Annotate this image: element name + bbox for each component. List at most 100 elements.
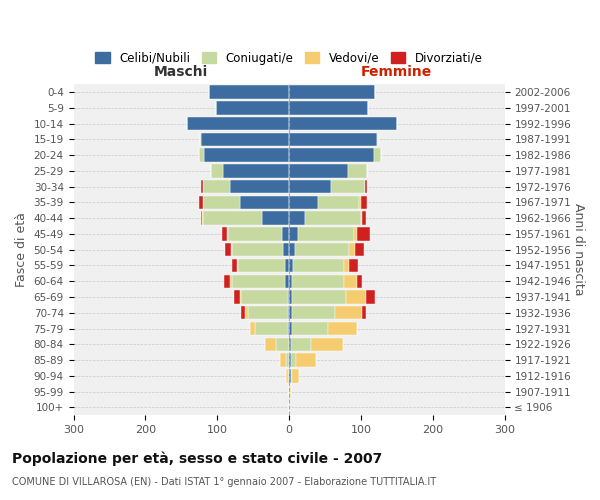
Text: COMUNE DI VILLAROSA (EN) - Dati ISTAT 1° gennaio 2007 - Elaborazione TUTTITALIA.: COMUNE DI VILLAROSA (EN) - Dati ISTAT 1°… (12, 477, 436, 487)
Bar (286, 274, 289, 288)
Bar (289, 306, 292, 320)
Bar (287, 322, 289, 336)
Bar (202, 132, 289, 146)
Bar (289, 290, 292, 304)
Y-axis label: Fasce di età: Fasce di età (15, 212, 28, 287)
Bar (362, 306, 366, 320)
Bar (289, 86, 376, 98)
Bar (356, 274, 362, 288)
Bar (366, 290, 374, 304)
Bar (286, 369, 287, 382)
Bar (224, 274, 230, 288)
Bar (362, 212, 366, 225)
Legend: Celibi/Nubili, Coniugati/e, Vedovi/e, Divorziati/e: Celibi/Nubili, Coniugati/e, Vedovi/e, Di… (91, 47, 487, 70)
Bar (289, 196, 318, 209)
Bar (262, 212, 289, 225)
Bar (285, 259, 289, 272)
Bar (355, 243, 364, 256)
Bar (287, 306, 289, 320)
Bar (361, 212, 362, 225)
Bar (292, 306, 335, 320)
Bar (282, 227, 289, 240)
Bar (289, 338, 290, 351)
Bar (318, 196, 359, 209)
Bar (231, 243, 232, 256)
Bar (331, 180, 365, 194)
Bar (201, 212, 202, 225)
Bar (305, 212, 361, 225)
Bar (289, 385, 290, 398)
Bar (280, 354, 286, 367)
Bar (283, 243, 289, 256)
Bar (203, 196, 240, 209)
Bar (223, 164, 289, 177)
Bar (232, 259, 238, 272)
Bar (250, 322, 256, 336)
Bar (289, 274, 292, 288)
Bar (204, 148, 289, 162)
Bar (187, 117, 289, 130)
Bar (374, 148, 381, 162)
Bar (234, 290, 239, 304)
Bar (232, 243, 283, 256)
Bar (228, 227, 282, 240)
Bar (216, 101, 289, 114)
Bar (311, 338, 343, 351)
Bar (239, 290, 241, 304)
Bar (289, 132, 377, 146)
Bar (238, 259, 285, 272)
Bar (346, 290, 366, 304)
Bar (276, 338, 289, 351)
Bar (344, 274, 356, 288)
Bar (359, 196, 361, 209)
Bar (289, 227, 298, 240)
Bar (354, 227, 358, 240)
Bar (292, 274, 344, 288)
Text: Maschi: Maschi (154, 66, 208, 80)
Bar (230, 180, 289, 194)
Bar (225, 243, 231, 256)
Bar (289, 148, 374, 162)
Bar (348, 164, 367, 177)
Text: Popolazione per età, sesso e stato civile - 2007: Popolazione per età, sesso e stato civil… (12, 451, 382, 466)
Bar (290, 338, 311, 351)
Bar (200, 132, 202, 146)
Bar (358, 227, 370, 240)
Bar (289, 117, 397, 130)
Bar (289, 101, 368, 114)
Bar (287, 369, 289, 382)
Bar (289, 164, 348, 177)
Bar (335, 306, 362, 320)
Bar (289, 322, 292, 336)
Bar (295, 243, 349, 256)
Bar (202, 180, 203, 194)
Bar (256, 322, 287, 336)
Bar (328, 322, 356, 336)
Bar (293, 259, 344, 272)
Bar (289, 369, 290, 382)
Bar (290, 385, 291, 398)
Bar (289, 212, 305, 225)
Bar (377, 132, 378, 146)
Bar (289, 259, 293, 272)
Bar (209, 86, 289, 98)
Bar (203, 180, 230, 194)
Bar (211, 164, 223, 177)
Bar (245, 306, 248, 320)
Bar (361, 196, 367, 209)
Bar (227, 227, 228, 240)
Bar (287, 290, 289, 304)
Bar (349, 243, 355, 256)
Bar (289, 180, 331, 194)
Bar (265, 338, 276, 351)
Text: Femmine: Femmine (361, 66, 433, 80)
Bar (241, 290, 287, 304)
Bar (298, 227, 354, 240)
Bar (221, 227, 227, 240)
Bar (296, 354, 316, 367)
Bar (292, 369, 299, 382)
Bar (292, 290, 346, 304)
Bar (248, 306, 287, 320)
Y-axis label: Anni di nascita: Anni di nascita (572, 204, 585, 296)
Bar (349, 259, 358, 272)
